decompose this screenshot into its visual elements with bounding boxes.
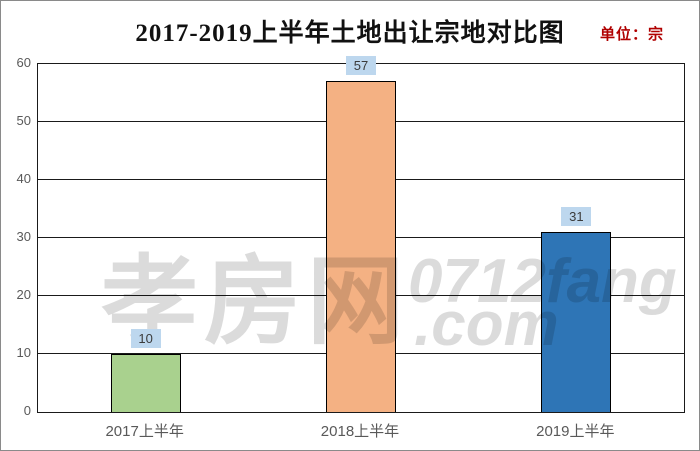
- y-tick-label-20: 20: [16, 287, 31, 302]
- data-label-2018上半年: 57: [346, 56, 376, 76]
- bar-2017上半年: [110, 354, 181, 412]
- data-label-2019上半年: 31: [561, 207, 592, 227]
- y-tick-label-60: 60: [16, 55, 31, 70]
- y-tick-label-10: 10: [16, 345, 31, 360]
- bar-2019上半年: [541, 232, 612, 412]
- x-tick-label-2019上半年: 2019上半年: [536, 423, 615, 440]
- plot-area: 10 57 31: [37, 56, 685, 413]
- x-tick-label-2017上半年: 2017上半年: [105, 423, 184, 440]
- y-tick-label-50: 50: [16, 113, 31, 128]
- chart-title: 2017-2019上半年土地出让宗地对比图: [135, 20, 565, 47]
- y-tick-label-30: 30: [16, 229, 31, 244]
- y-tick-label-0: 0: [23, 403, 31, 418]
- unit-label: 单位：宗: [600, 26, 665, 43]
- data-label-2017上半年: 10: [130, 329, 161, 348]
- x-tick-label-2018上半年: 2018上半年: [320, 423, 400, 440]
- y-tick-label-40: 40: [16, 171, 31, 186]
- bar-2018上半年: [326, 81, 396, 412]
